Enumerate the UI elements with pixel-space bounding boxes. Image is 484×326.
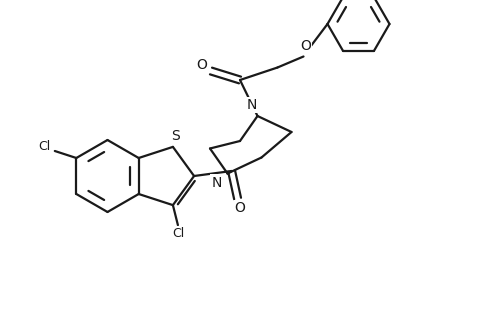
Text: Cl: Cl bbox=[39, 141, 51, 154]
Text: N: N bbox=[212, 175, 222, 189]
Text: S: S bbox=[171, 129, 180, 143]
Text: N: N bbox=[246, 98, 257, 112]
Text: O: O bbox=[300, 38, 311, 52]
Text: O: O bbox=[235, 201, 245, 215]
Text: O: O bbox=[197, 58, 208, 72]
Text: Cl: Cl bbox=[172, 227, 184, 240]
